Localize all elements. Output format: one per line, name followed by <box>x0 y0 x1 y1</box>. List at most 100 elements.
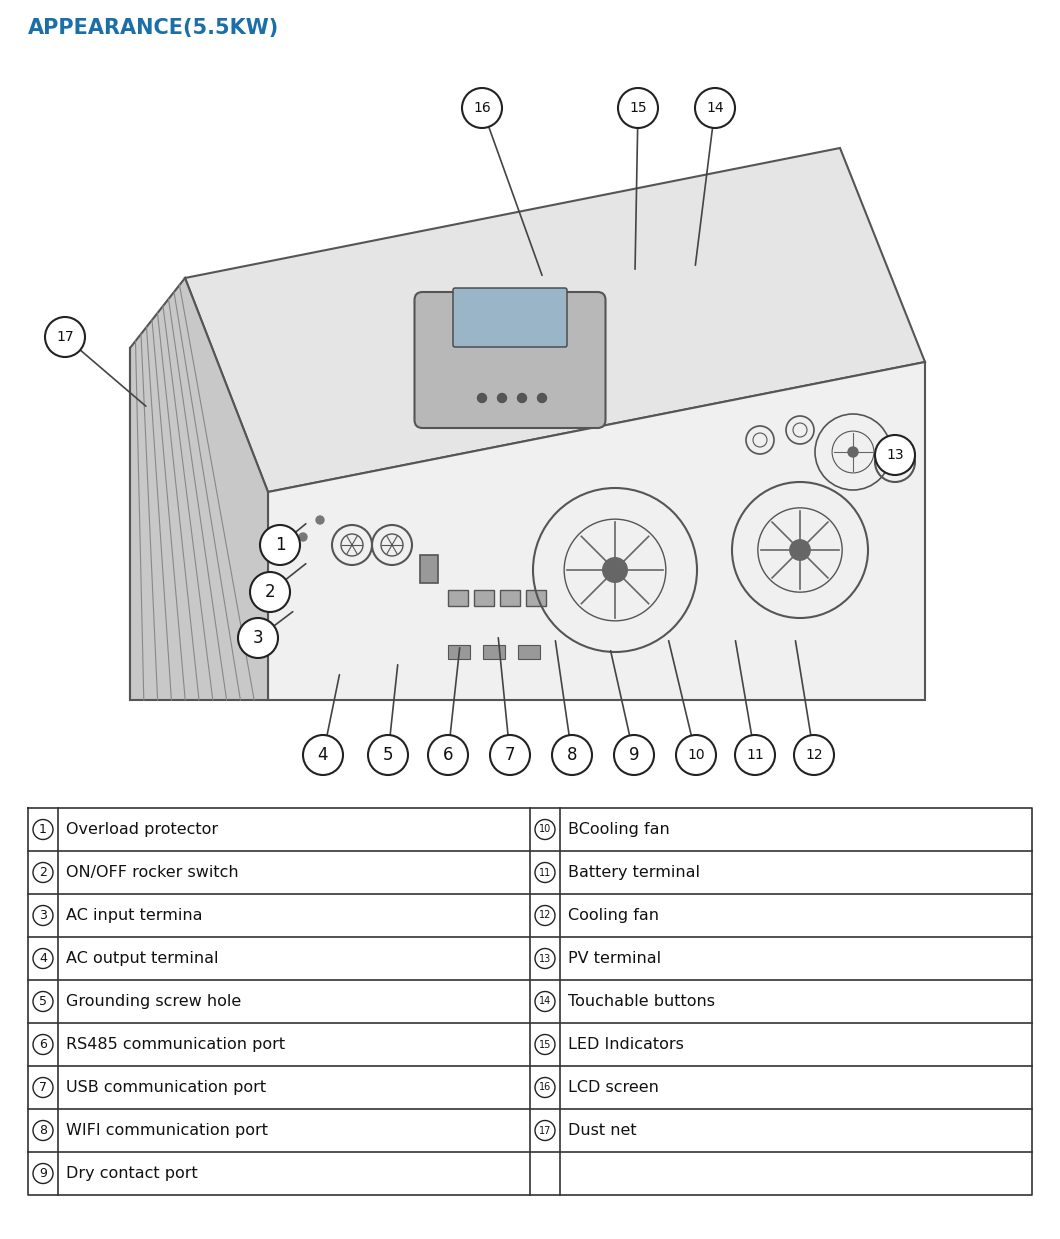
Circle shape <box>535 819 555 840</box>
Text: APPEARANCE(5.5KW): APPEARANCE(5.5KW) <box>28 19 279 38</box>
Circle shape <box>33 1163 53 1183</box>
Text: 4: 4 <box>39 952 47 965</box>
Text: 16: 16 <box>473 102 491 115</box>
Circle shape <box>33 949 53 969</box>
Text: Cooling fan: Cooling fan <box>568 908 659 923</box>
Text: 3: 3 <box>39 909 47 922</box>
Circle shape <box>368 735 408 776</box>
Text: 14: 14 <box>706 102 724 115</box>
Text: Grounding screw hole: Grounding screw hole <box>66 994 242 1009</box>
Text: Overload protector: Overload protector <box>66 821 218 838</box>
Bar <box>518 646 540 659</box>
Polygon shape <box>130 278 268 700</box>
Text: BCooling fan: BCooling fan <box>568 821 670 838</box>
Text: 9: 9 <box>39 1167 47 1180</box>
Bar <box>474 590 494 606</box>
Bar <box>448 646 470 659</box>
Text: 11: 11 <box>746 748 764 762</box>
Polygon shape <box>268 362 925 700</box>
Text: WIFI communication port: WIFI communication port <box>66 1123 268 1137</box>
Circle shape <box>517 394 527 403</box>
Polygon shape <box>186 147 925 492</box>
Text: 12: 12 <box>538 911 551 921</box>
Text: 1: 1 <box>39 823 47 836</box>
Circle shape <box>695 88 735 128</box>
Text: 4: 4 <box>318 746 329 764</box>
Text: 7: 7 <box>505 746 515 764</box>
Text: 3: 3 <box>252 629 263 647</box>
Circle shape <box>490 735 530 776</box>
Text: 16: 16 <box>538 1083 551 1093</box>
Text: AC input termina: AC input termina <box>66 908 202 923</box>
Circle shape <box>45 317 85 357</box>
Circle shape <box>33 862 53 882</box>
Circle shape <box>260 525 300 565</box>
Text: 8: 8 <box>567 746 578 764</box>
Bar <box>526 590 546 606</box>
Circle shape <box>535 991 555 1011</box>
Circle shape <box>33 1035 53 1054</box>
Circle shape <box>874 435 915 475</box>
Text: 13: 13 <box>886 449 904 462</box>
Circle shape <box>614 735 654 776</box>
Circle shape <box>33 1120 53 1141</box>
Circle shape <box>790 540 810 560</box>
Text: 5: 5 <box>39 995 47 1009</box>
Text: LED Indicators: LED Indicators <box>568 1037 684 1052</box>
Bar <box>420 555 438 584</box>
Circle shape <box>552 735 591 776</box>
Text: 6: 6 <box>39 1038 47 1051</box>
Text: USB communication port: USB communication port <box>66 1080 266 1095</box>
Text: 12: 12 <box>806 748 823 762</box>
Circle shape <box>428 735 469 776</box>
FancyBboxPatch shape <box>453 287 567 347</box>
Text: PV terminal: PV terminal <box>568 952 661 966</box>
Text: RS485 communication port: RS485 communication port <box>66 1037 285 1052</box>
Circle shape <box>462 88 502 128</box>
Circle shape <box>537 394 547 403</box>
Text: 15: 15 <box>538 1040 551 1049</box>
Circle shape <box>535 1120 555 1141</box>
Circle shape <box>316 515 324 524</box>
Circle shape <box>535 862 555 882</box>
Text: 10: 10 <box>538 824 551 835</box>
Text: 15: 15 <box>630 102 647 115</box>
Circle shape <box>33 819 53 840</box>
Text: 6: 6 <box>443 746 454 764</box>
Circle shape <box>303 735 343 776</box>
Text: 2: 2 <box>39 866 47 878</box>
Circle shape <box>299 533 307 541</box>
Circle shape <box>618 88 658 128</box>
Text: 10: 10 <box>687 748 705 762</box>
Text: 9: 9 <box>629 746 639 764</box>
Circle shape <box>886 453 904 471</box>
Text: 17: 17 <box>56 330 74 344</box>
Text: 8: 8 <box>39 1124 47 1137</box>
Text: AC output terminal: AC output terminal <box>66 952 218 966</box>
Text: 1: 1 <box>275 536 285 554</box>
Circle shape <box>477 394 487 403</box>
Text: Touchable buttons: Touchable buttons <box>568 994 716 1009</box>
Circle shape <box>33 906 53 926</box>
Circle shape <box>676 735 716 776</box>
Text: ON/OFF rocker switch: ON/OFF rocker switch <box>66 865 238 880</box>
Circle shape <box>735 735 775 776</box>
Text: 2: 2 <box>265 584 276 601</box>
Circle shape <box>848 447 858 457</box>
Text: 14: 14 <box>538 996 551 1006</box>
Text: LCD screen: LCD screen <box>568 1080 659 1095</box>
Circle shape <box>535 1078 555 1098</box>
Bar <box>448 590 469 606</box>
Text: 5: 5 <box>383 746 393 764</box>
Text: 13: 13 <box>538 954 551 964</box>
Circle shape <box>497 394 507 403</box>
Text: 11: 11 <box>538 867 551 877</box>
Circle shape <box>238 618 278 658</box>
Text: Battery terminal: Battery terminal <box>568 865 700 880</box>
Circle shape <box>603 558 628 582</box>
Circle shape <box>535 906 555 926</box>
Text: Dust net: Dust net <box>568 1123 637 1137</box>
Circle shape <box>33 991 53 1011</box>
Circle shape <box>535 949 555 969</box>
Text: Dry contact port: Dry contact port <box>66 1166 198 1181</box>
